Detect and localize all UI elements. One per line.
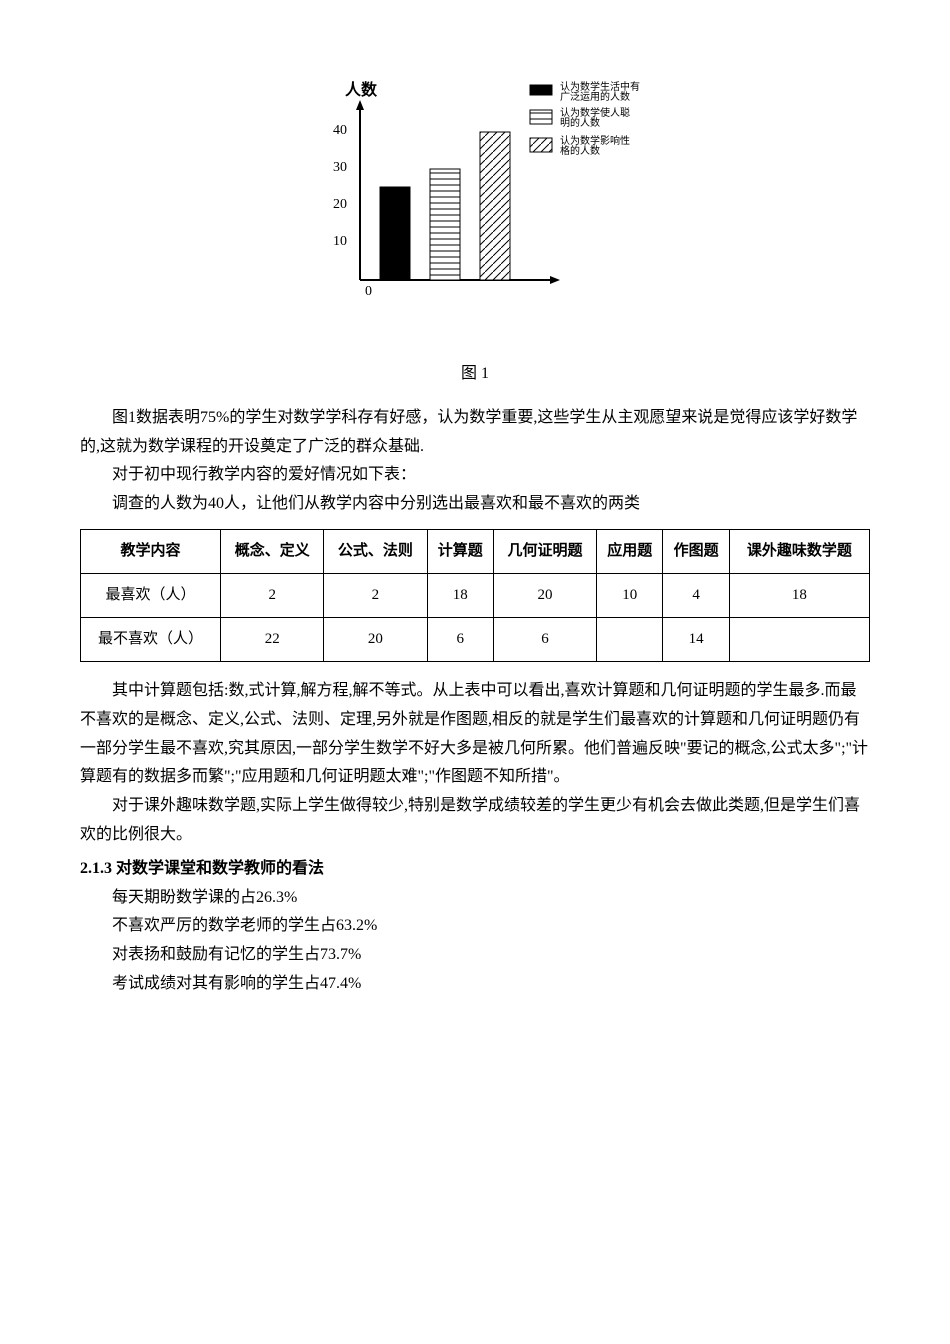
bar-2 [430,169,460,280]
ytick-20: 20 [333,197,347,212]
stat-line: 每天期盼数学课的占26.3% [80,884,870,913]
bar-3 [480,132,510,280]
section-number: 2.1.3 [80,860,112,877]
table-cell: 10 [597,573,663,617]
table-cell: 14 [663,617,729,661]
table-cell: 20 [324,617,427,661]
paragraph-4: 其中计算题包括:数,式计算,解方程,解不等式。从上表中可以看出,喜欢计算题和几何… [80,677,870,792]
table-cell: 20 [493,573,596,617]
legend-swatch-1 [530,85,552,95]
table-cell [729,617,869,661]
table-header-row: 教学内容 概念、定义 公式、法则 计算题 几何证明题 应用题 作图题 课外趣味数… [81,529,870,573]
table-header: 教学内容 [81,529,221,573]
section-header: 2.1.3 对数学课堂和数学教师的看法 [80,855,870,884]
table-row: 最不喜欢（人） 22 20 6 6 14 [81,617,870,661]
content-table: 教学内容 概念、定义 公式、法则 计算题 几何证明题 应用题 作图题 课外趣味数… [80,529,870,662]
table-header: 应用题 [597,529,663,573]
table-cell: 2 [324,573,427,617]
ytick-10: 10 [333,234,347,249]
table-cell [597,617,663,661]
table-row: 最喜欢（人） 2 2 18 20 10 4 18 [81,573,870,617]
table-cell: 6 [427,617,493,661]
chart-svg: 人数 10 20 30 40 0 认为数学生活中有 广泛运用的人数 认为数学使人… [285,80,665,310]
svg-text:格的人数: 格的人数 [560,144,600,157]
ytick-40: 40 [333,123,347,138]
legend-swatch-2 [530,110,552,124]
table-header: 几何证明题 [493,529,596,573]
legend-swatch-3 [530,138,552,152]
table-cell: 最喜欢（人） [81,573,221,617]
table-header: 概念、定义 [221,529,324,573]
table-cell: 22 [221,617,324,661]
svg-text:广泛运用的人数: 广泛运用的人数 [560,90,630,103]
stat-line: 考试成绩对其有影响的学生占47.4% [80,970,870,999]
table-cell: 4 [663,573,729,617]
paragraph-2: 对于初中现行教学内容的爱好情况如下表： [80,461,870,490]
stat-line: 不喜欢严厉的数学老师的学生占63.2% [80,912,870,941]
bar-1 [380,187,410,280]
table-cell: 18 [427,573,493,617]
stat-line: 对表扬和鼓励有记忆的学生占73.7% [80,941,870,970]
table-cell: 最不喜欢（人） [81,617,221,661]
table-header: 公式、法则 [324,529,427,573]
ytick-30: 30 [333,160,347,175]
table-header: 计算题 [427,529,493,573]
section-title: 对数学课堂和数学教师的看法 [116,860,324,877]
origin-label: 0 [365,284,372,299]
y-axis-label: 人数 [345,80,378,99]
table-cell: 18 [729,573,869,617]
bar-chart: 人数 10 20 30 40 0 认为数学生活中有 广泛运用的人数 认为数学使人… [285,80,665,310]
svg-text:明的人数: 明的人数 [560,116,600,129]
paragraph-3: 调查的人数为40人，让他们从教学内容中分别选出最喜欢和最不喜欢的两类 [80,490,870,519]
table-header: 课外趣味数学题 [729,529,869,573]
table-cell: 6 [493,617,596,661]
table-header: 作图题 [663,529,729,573]
table-cell: 2 [221,573,324,617]
paragraph-1: 图1数据表明75%的学生对数学学科存有好感，认为数学重要,这些学生从主观愿望来说… [80,404,870,462]
paragraph-5: 对于课外趣味数学题,实际上学生做得较少,特别是数学成绩较差的学生更少有机会去做此… [80,792,870,850]
chart-caption: 图 1 [80,360,870,389]
